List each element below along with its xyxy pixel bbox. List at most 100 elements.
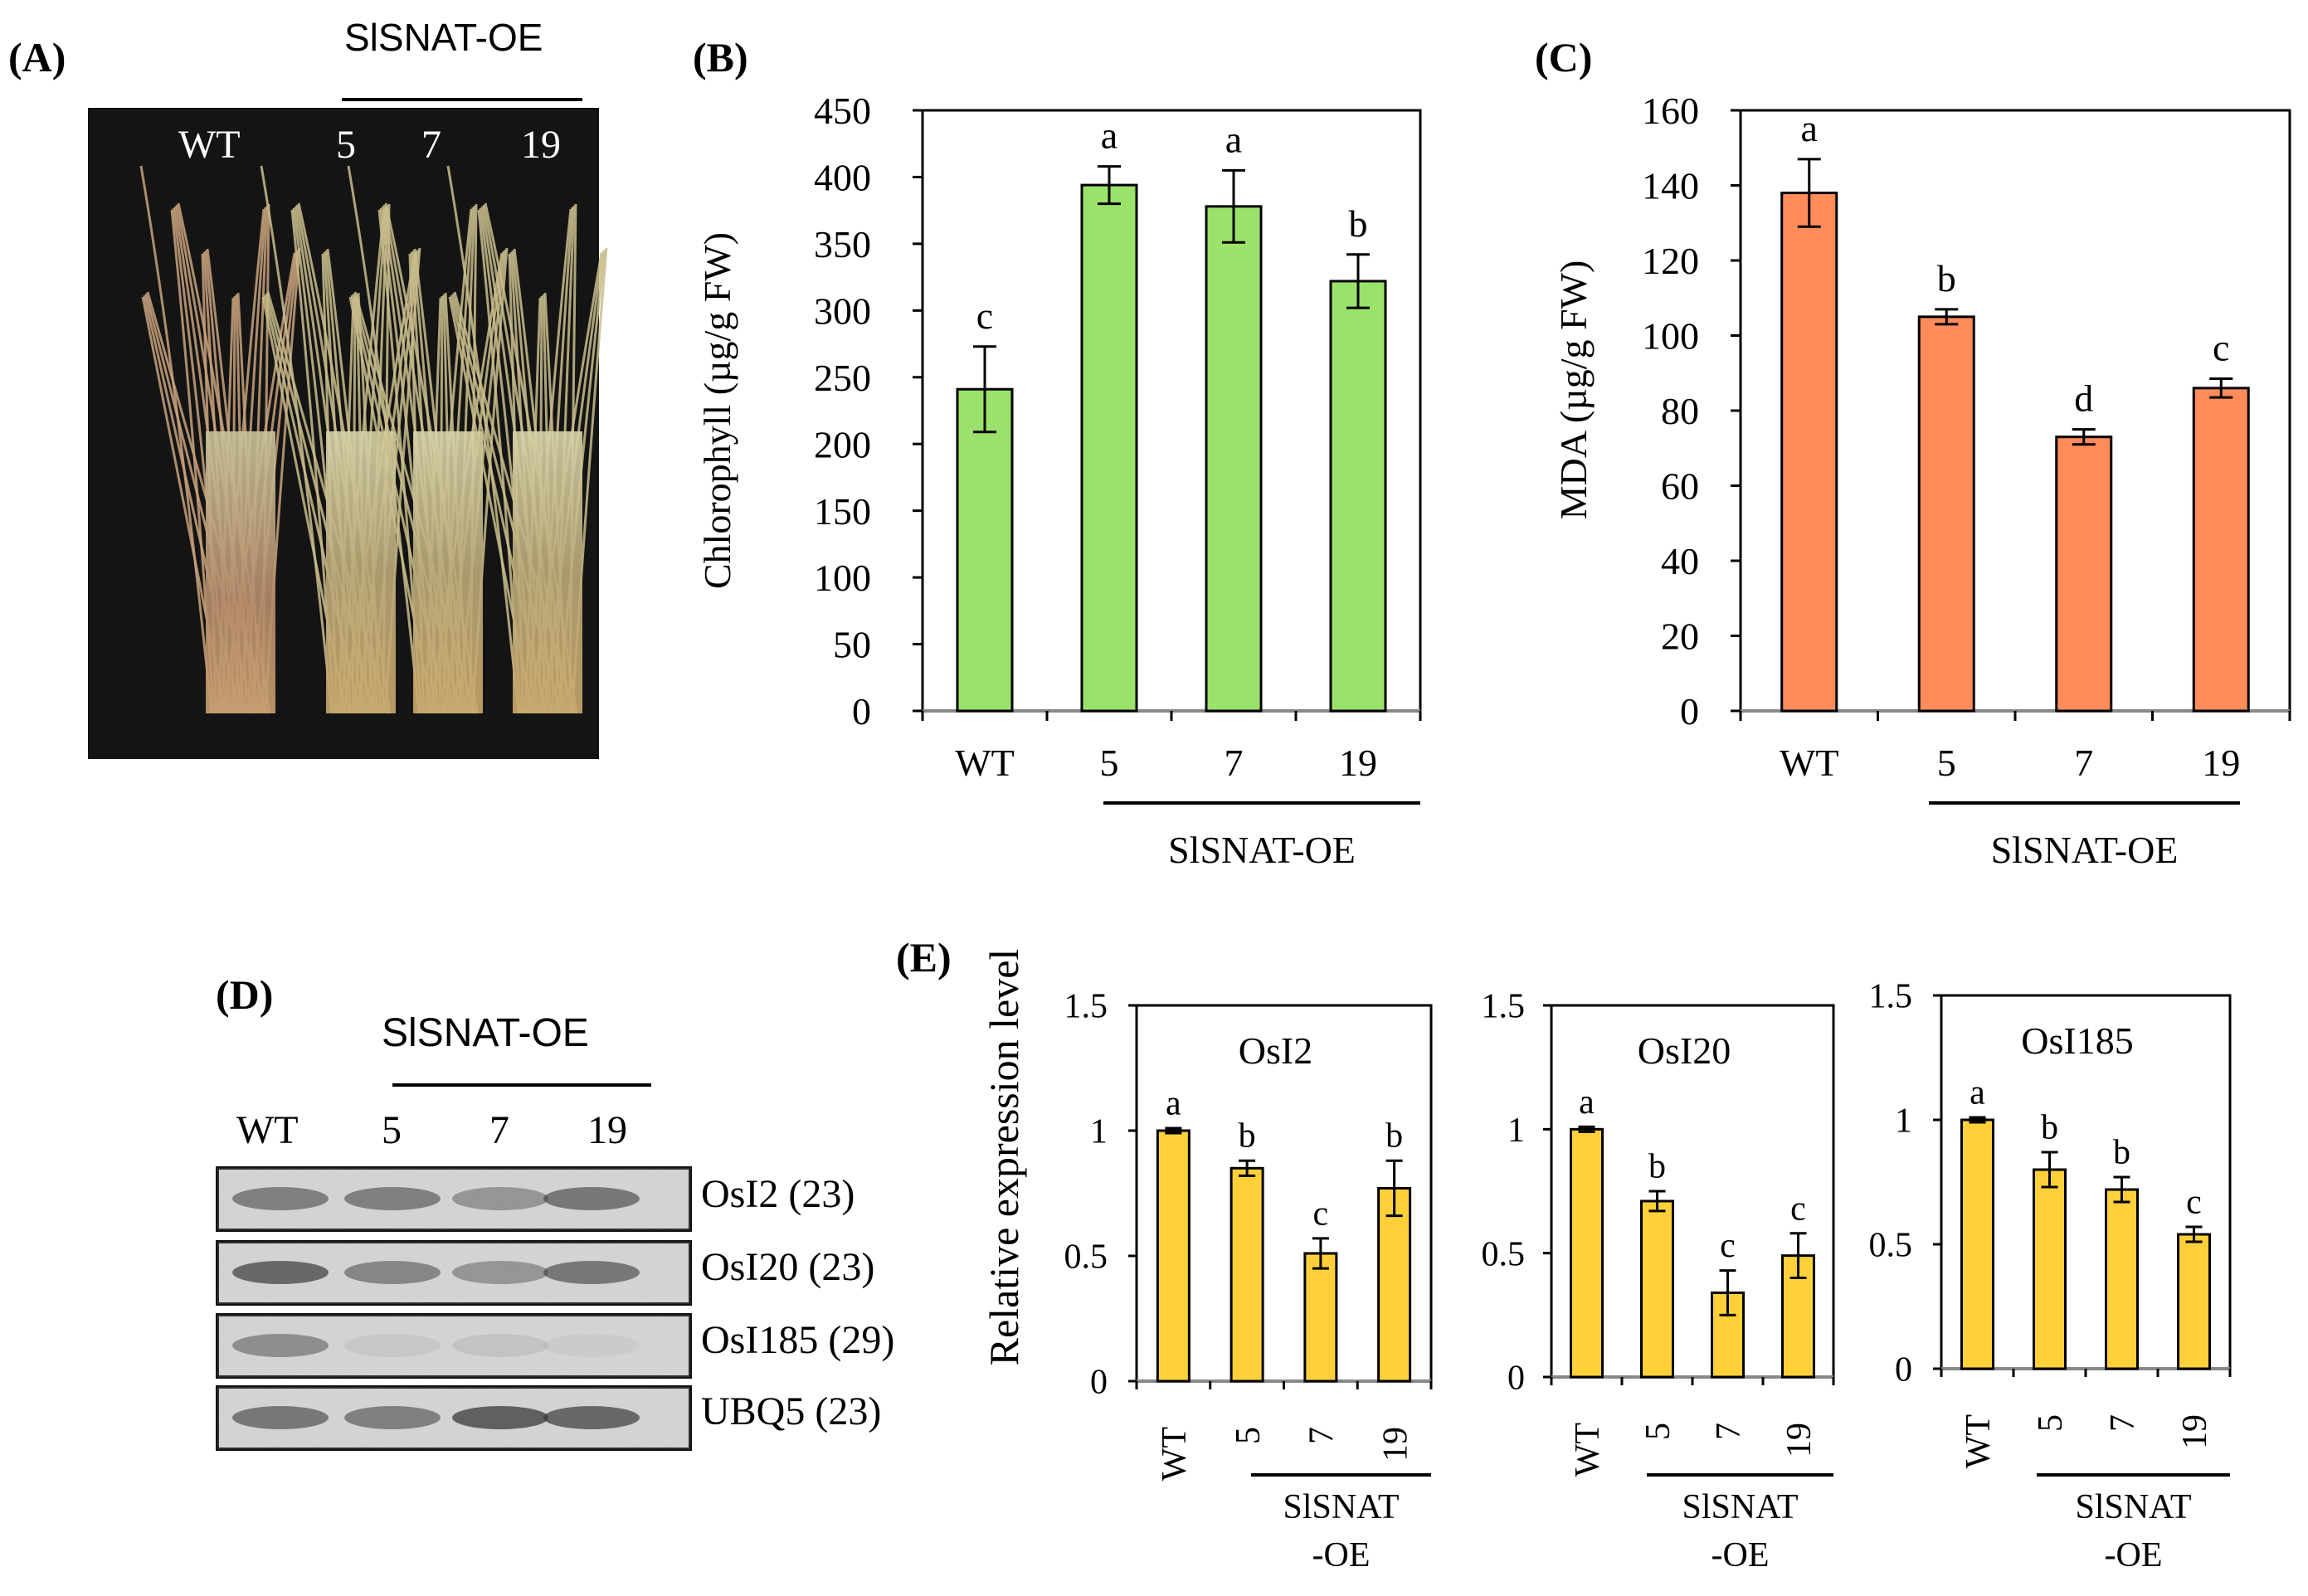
significance-letter: b xyxy=(1239,1117,1256,1156)
bar-7 xyxy=(1303,1252,1338,1383)
y-tick-label: 60 xyxy=(1661,465,1699,508)
gel-band xyxy=(452,1334,548,1357)
chart-b: 0 50 100 150 200 250 300 350 400 450 c WT a 5 a 7 b 19 SlS… xyxy=(696,90,1422,871)
gene-title: OsI20 xyxy=(1638,1029,1731,1072)
y-tick-label: 450 xyxy=(814,90,871,132)
significance-letter: c xyxy=(1720,1227,1736,1265)
gel-band xyxy=(543,1334,640,1357)
significance-letter: b xyxy=(2113,1134,2130,1172)
category-label: 7 xyxy=(1225,742,1244,784)
significance-letter: d xyxy=(2074,377,2093,420)
significance-letter: b xyxy=(1937,257,1956,299)
panel-d-group-label: SlSNAT-OE xyxy=(382,1011,589,1055)
category-label: 7 xyxy=(2074,742,2093,784)
leaf-blade xyxy=(260,165,334,714)
panel-a-group-label: SlSNAT-OE xyxy=(344,16,543,59)
y-tick-label: 0 xyxy=(1895,1351,1912,1389)
y-tick-label: 200 xyxy=(814,423,871,465)
group-label: SlSNAT xyxy=(1283,1488,1399,1526)
category-label: WT xyxy=(955,742,1015,784)
significance-letter: c xyxy=(1790,1190,1806,1228)
significance-letter: c xyxy=(976,294,993,337)
chart-e3: 0 0.5 1 1.5 a WT b 5 b 7 c 19 SlSNAT -OE OsI185 xyxy=(1869,978,2232,1574)
y-tick-label: 350 xyxy=(814,223,871,265)
significance-letter: a xyxy=(1101,114,1117,157)
category-label: WT xyxy=(1960,1414,1998,1468)
lane-label-7: 7 xyxy=(489,1108,509,1152)
panel-e-ylabel: Relative expression level xyxy=(981,948,1027,1366)
significance-letter: a xyxy=(1970,1074,1985,1112)
gel-band xyxy=(543,1406,640,1429)
chart-e2: 0 0.5 1 1.5 a WT b 5 c 7 c 19 SlSNAT -OE OsI20 xyxy=(1482,988,1835,1574)
significance-letter: c xyxy=(1313,1195,1329,1233)
category-label: 7 xyxy=(1303,1427,1341,1444)
category-label: 19 xyxy=(1376,1427,1415,1462)
gel-band xyxy=(344,1261,441,1284)
group-label: -OE xyxy=(1712,1536,1770,1574)
gel-band xyxy=(344,1406,441,1429)
significance-letter: c xyxy=(2213,327,2229,369)
stem-bundle xyxy=(326,431,396,713)
stem-bundle xyxy=(206,431,275,713)
significance-letter: b xyxy=(1349,202,1368,245)
bar-5 xyxy=(1917,315,1975,713)
y-tick-label: 1 xyxy=(1895,1102,1912,1141)
bar-19 xyxy=(1377,1186,1412,1383)
y-tick-label: 140 xyxy=(1642,165,1699,207)
y-tick-label: 1 xyxy=(1090,1113,1108,1151)
significance-letter: b xyxy=(1385,1117,1403,1156)
significance-letter: b xyxy=(1648,1148,1666,1186)
category-label: 5 xyxy=(1639,1423,1677,1440)
category-label: 5 xyxy=(1100,742,1119,784)
category-label: 5 xyxy=(1229,1427,1268,1444)
y-tick-label: 0 xyxy=(852,690,871,732)
bar-5 xyxy=(2033,1168,2067,1370)
plant-bundles xyxy=(139,165,608,714)
y-tick-label: 0.5 xyxy=(1064,1238,1108,1277)
y-tick-label: 100 xyxy=(1642,315,1699,358)
group-label: SlSNAT-OE xyxy=(1168,829,1356,871)
chart-c: 0 20 40 60 80 100 120 140 160 a WT b 5 d 7 c 19 SlSNAT-OE… xyxy=(1552,90,2291,871)
bar-5 xyxy=(1080,183,1138,713)
stem-bundle xyxy=(513,431,582,713)
category-label: 19 xyxy=(2176,1414,2214,1449)
gel-band xyxy=(344,1334,441,1357)
gel-band xyxy=(232,1334,329,1357)
gel-band xyxy=(452,1261,548,1284)
y-tick-label: 1.5 xyxy=(1482,988,1526,1026)
y-tick-label: 400 xyxy=(814,157,871,199)
category-label: 19 xyxy=(2202,742,2240,784)
y-tick-label: 20 xyxy=(1661,616,1699,658)
leaf-blade xyxy=(347,165,421,714)
panel-b-label: (B) xyxy=(693,34,748,80)
y-tick-label: 1.5 xyxy=(1064,988,1108,1026)
bar-19 xyxy=(1329,280,1387,713)
chart-e1: 0 0.5 1 1.5 a WT b 5 c 7 b 19 SlSNAT -OE OsI2 xyxy=(1064,988,1433,1574)
category-label: 5 xyxy=(1937,742,1956,784)
bar-5 xyxy=(1640,1199,1674,1379)
y-tick-label: 50 xyxy=(833,624,871,666)
lane-label-5: 5 xyxy=(382,1108,402,1152)
bar-19 xyxy=(2192,387,2250,713)
significance-letter: a xyxy=(1801,107,1818,149)
y-tick-label: 160 xyxy=(1642,90,1699,132)
leaf-blade xyxy=(139,165,213,714)
bar-WT xyxy=(1960,1118,1994,1370)
y-tick-label: 100 xyxy=(814,557,871,599)
y-tick-label: 0.5 xyxy=(1482,1235,1526,1273)
category-label: WT xyxy=(1156,1427,1194,1481)
panel-c-label: (C) xyxy=(1535,34,1593,80)
y-tick-label: 0 xyxy=(1680,690,1699,732)
plant-label-5: 5 xyxy=(336,123,356,167)
group-label: -OE xyxy=(1312,1536,1371,1574)
bar-5 xyxy=(1229,1166,1264,1383)
significance-letter: a xyxy=(1225,118,1242,160)
bar-7 xyxy=(2055,435,2113,713)
significance-letter: c xyxy=(2186,1184,2202,1222)
plant-label-7: 7 xyxy=(421,123,441,167)
gel-texture xyxy=(217,1315,690,1377)
category-label: 7 xyxy=(1710,1423,1748,1440)
y-axis-label: Chlorophyll (µg/g FW) xyxy=(696,232,738,589)
